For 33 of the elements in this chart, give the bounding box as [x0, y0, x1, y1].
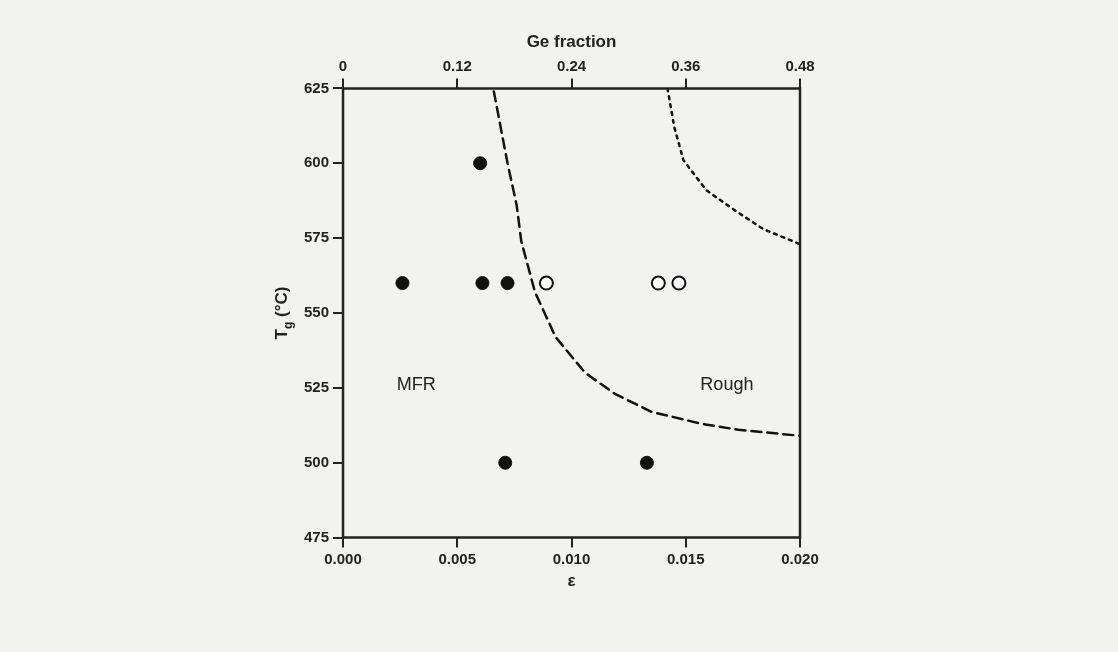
annotation: Rough: [700, 373, 754, 394]
point: [473, 156, 488, 171]
x-tick-label: 0.010: [552, 549, 591, 567]
point: [671, 275, 687, 291]
point: [500, 276, 515, 291]
line-series: [492, 90, 800, 438]
y-tick-label: 550: [304, 303, 330, 321]
point: [395, 276, 410, 291]
y-tick-label: 500: [304, 452, 330, 470]
x-tick-label: 0.005: [438, 549, 477, 567]
y-tick-label: 475: [304, 527, 330, 545]
point: [475, 276, 490, 291]
point: [639, 455, 654, 470]
x2-tick-label: 0: [338, 56, 348, 74]
y-tick-label: 575: [304, 228, 330, 246]
point: [650, 275, 666, 291]
x2-tick-label: 0.36: [671, 56, 701, 74]
x2-tick-label: 0.48: [785, 56, 815, 74]
x-tick-label: 0.000: [324, 549, 362, 567]
y-tick-label: 625: [304, 78, 330, 96]
x2-tick-label: 0.24: [556, 56, 587, 74]
x-tick-label: 0.020: [781, 549, 819, 567]
annotation: MFR: [396, 373, 436, 394]
y-tick-label: 600: [304, 153, 330, 171]
y-axis-title: Tg (°C): [272, 286, 296, 340]
x2-axis-title: Ge fraction: [526, 31, 617, 51]
x2-tick-label: 0.12: [442, 56, 472, 74]
point: [538, 275, 554, 291]
line-series: [666, 88, 800, 246]
x-axis-title: ε: [567, 571, 576, 591]
point: [498, 455, 513, 470]
x-tick-label: 0.015: [666, 549, 705, 567]
y-tick-label: 525: [304, 378, 330, 396]
